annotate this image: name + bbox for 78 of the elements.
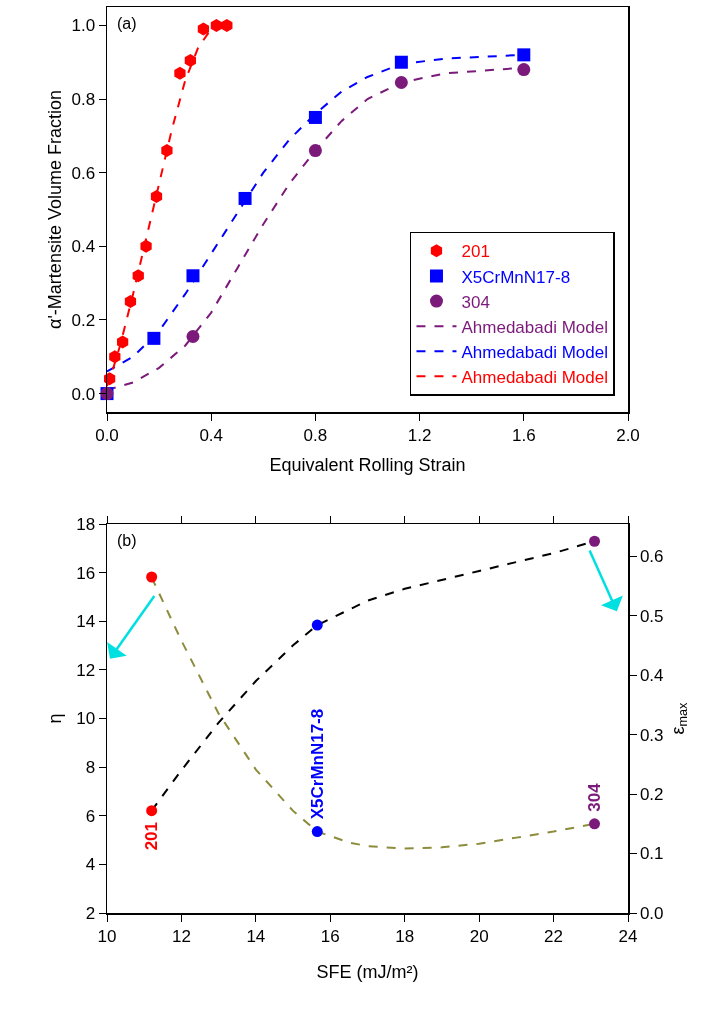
annotation: X5CrMnN17-8 bbox=[308, 708, 328, 820]
x-tick-label: 20 bbox=[469, 926, 489, 946]
point bbox=[161, 144, 173, 158]
y-tick-label: 18 bbox=[76, 514, 96, 534]
x-tick-label: 22 bbox=[544, 926, 564, 946]
point bbox=[517, 63, 531, 77]
y2-tick-label: 0.2 bbox=[639, 784, 664, 804]
point bbox=[117, 335, 129, 349]
point bbox=[103, 372, 116, 386]
x-tick-label: 18 bbox=[395, 926, 415, 946]
point bbox=[210, 18, 223, 32]
point bbox=[394, 75, 408, 89]
point bbox=[150, 190, 163, 204]
x-tick-label: 1.2 bbox=[407, 425, 432, 445]
point bbox=[308, 144, 322, 158]
y-tick-label: 8 bbox=[85, 758, 96, 778]
y-tick-label: 0.2 bbox=[71, 310, 96, 330]
point bbox=[311, 826, 323, 838]
x-axis-title: SFE (mJ/m²) bbox=[316, 961, 419, 982]
point bbox=[124, 295, 137, 309]
y2-tick-label: 0.1 bbox=[639, 844, 664, 864]
point bbox=[146, 805, 158, 817]
x-tick-label: 1.6 bbox=[511, 425, 536, 445]
point bbox=[140, 239, 152, 253]
point bbox=[238, 191, 252, 205]
x-tick-label: 2.0 bbox=[616, 425, 640, 445]
legend-label: Ahmedabadi Model bbox=[461, 367, 608, 387]
legend-label: 201 bbox=[461, 242, 490, 262]
y2-tick-label: 0.0 bbox=[639, 903, 664, 923]
x-tick-label: 14 bbox=[246, 926, 266, 946]
point bbox=[517, 48, 531, 62]
y-tick-label: 14 bbox=[76, 612, 96, 632]
point bbox=[197, 22, 210, 36]
legend-label: 304 bbox=[461, 292, 490, 312]
x-tick-label: 24 bbox=[618, 926, 638, 946]
y-tick-label: 0.8 bbox=[71, 90, 96, 109]
point bbox=[311, 619, 323, 631]
legend-label: Ahmedabadi Model bbox=[461, 342, 608, 362]
x-axis-title: Equivalent Rolling Strain bbox=[269, 455, 466, 475]
legend-label: Ahmedabadi Model bbox=[461, 317, 608, 337]
point bbox=[109, 350, 121, 364]
y2-tick-label: 0.5 bbox=[639, 606, 664, 626]
x-tick-label: 0.8 bbox=[303, 425, 328, 445]
y-tick-label: 1.0 bbox=[71, 16, 96, 36]
point bbox=[308, 110, 322, 124]
point bbox=[174, 66, 186, 80]
x-tick-label: 12 bbox=[171, 926, 191, 946]
y-tick-label: 10 bbox=[76, 709, 96, 729]
annotation: (a) bbox=[117, 15, 137, 32]
y-tick-label: 2 bbox=[85, 903, 96, 923]
annotation: (b) bbox=[117, 532, 137, 549]
x-tick-label: 16 bbox=[320, 926, 340, 946]
y-tick-label: 0.4 bbox=[71, 237, 96, 257]
point bbox=[221, 18, 233, 32]
y-axis-title: α'-Martensite Volume Fraction bbox=[44, 90, 65, 329]
y-axis-title: η bbox=[44, 713, 65, 724]
point bbox=[186, 330, 200, 344]
y2-tick-label: 0.4 bbox=[639, 666, 664, 686]
point bbox=[147, 331, 161, 345]
y-tick-label: 12 bbox=[76, 660, 96, 680]
point bbox=[146, 571, 158, 583]
y-tick-label: 4 bbox=[85, 855, 96, 875]
legend-label: X5CrMnN17-8 bbox=[461, 267, 571, 287]
point bbox=[186, 269, 200, 283]
point bbox=[589, 818, 601, 830]
y-tick-label: 16 bbox=[76, 563, 96, 583]
x-tick-label: 0.4 bbox=[199, 425, 224, 445]
y-tick-label: 0.6 bbox=[71, 163, 96, 183]
annotation: 304 bbox=[585, 782, 605, 812]
point bbox=[394, 55, 408, 69]
y2-tick-label: 0.3 bbox=[639, 725, 664, 745]
y-tick-label: 0.0 bbox=[71, 384, 96, 404]
y-tick-label: 6 bbox=[85, 806, 96, 826]
point bbox=[132, 269, 144, 283]
point bbox=[184, 53, 196, 67]
y2-tick-label: 0.6 bbox=[639, 547, 664, 567]
annotation: 201 bbox=[141, 821, 161, 851]
point bbox=[589, 535, 601, 547]
